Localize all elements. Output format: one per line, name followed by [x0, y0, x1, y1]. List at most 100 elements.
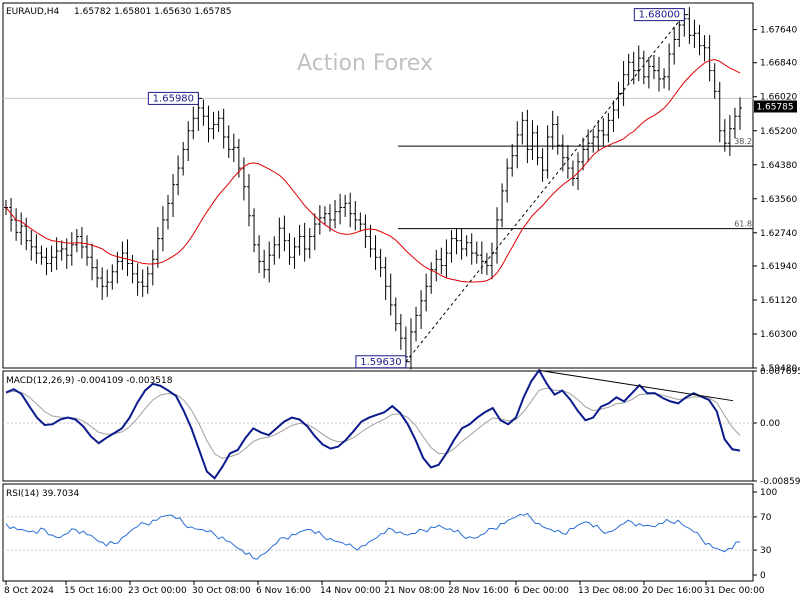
price-bar: [176, 155, 181, 196]
macd-divergence-line: [539, 369, 734, 402]
price-y-tick-label: 1.60300: [760, 330, 797, 340]
x-tick-label: 14 Nov 00:00: [320, 586, 381, 596]
price-bar: [545, 125, 550, 179]
price-bar: [636, 45, 641, 82]
price-bar: [135, 263, 140, 296]
price-bar: [732, 107, 737, 139]
price-bar: [246, 174, 251, 227]
rsi-title: RSI(14) 39.7034: [6, 489, 79, 499]
x-tick-label: 6 Nov 16:00: [256, 586, 311, 596]
price-bar: [165, 194, 170, 230]
price-bar: [505, 158, 510, 203]
rsi-line: [5, 512, 741, 560]
price-bar: [353, 201, 358, 231]
fib-trend-line: [405, 14, 685, 363]
watermark: Action Forex: [297, 51, 433, 76]
macd-y-tick-label: 0.00: [760, 419, 780, 429]
price-bar: [444, 239, 449, 279]
price-bar: [343, 194, 348, 218]
price-pane: [2, 2, 754, 369]
price-bar: [424, 273, 429, 312]
price-bar: [581, 137, 586, 171]
price-bar: [570, 160, 575, 186]
price-y-tick-label: 1.61120: [760, 296, 797, 306]
price-bar: [631, 51, 636, 85]
price-bar: [398, 314, 403, 350]
price-bar: [707, 35, 712, 82]
price-bar: [211, 111, 216, 140]
price-bar: [651, 54, 656, 80]
price-bar: [252, 208, 257, 253]
price-bar: [697, 24, 702, 56]
price-bar: [414, 306, 419, 342]
price-bar: [267, 241, 272, 283]
price-bar: [555, 116, 560, 155]
price-bar: [277, 217, 282, 259]
x-axis: 8 Oct 2024 15 Oct 16:00 23 Oct 00:00 30 Oct…: [4, 581, 765, 596]
price-bar: [130, 254, 135, 284]
price-bar: [535, 125, 540, 166]
price-annotation-label: 1.68000: [639, 10, 680, 21]
price-bar: [54, 237, 59, 270]
chart-header-symbol: EURAUD,H4: [6, 7, 59, 17]
price-bar: [591, 128, 596, 153]
rsi-y-tick-label: 0: [760, 571, 766, 581]
price-bar: [287, 233, 292, 265]
price-bar: [24, 217, 29, 251]
price-bar: [363, 214, 368, 249]
price-bar: [657, 56, 662, 92]
macd-y-tick-label: 0.007695: [760, 367, 800, 377]
price-bar: [69, 232, 74, 266]
current-price-label: 1.65785: [756, 102, 793, 112]
price-bar: [576, 152, 581, 191]
price-bar: [201, 99, 206, 126]
price-bar: [257, 235, 262, 274]
price-bar: [282, 215, 287, 252]
x-tick-label: 30 Oct 08:00: [192, 586, 251, 596]
price-bar: [150, 249, 155, 286]
price-y-tick-label: 1.67640: [760, 26, 797, 36]
price-bar: [616, 81, 621, 119]
price-bar: [74, 229, 79, 253]
price-bar: [171, 174, 176, 218]
price-bar: [646, 56, 651, 89]
price-bar: [479, 241, 484, 275]
price-bar: [434, 249, 439, 282]
price-bar: [322, 206, 327, 226]
moving-average-line: [5, 58, 741, 283]
price-y-tick-label: 1.63560: [760, 195, 797, 205]
price-bar: [393, 297, 398, 332]
fib-level-label: 61.8: [734, 220, 752, 229]
price-bar: [419, 290, 424, 330]
price-bar: [29, 230, 34, 261]
price-bar: [510, 144, 515, 177]
price-bar: [601, 118, 606, 146]
price-bar: [383, 257, 388, 300]
price-bar: [641, 50, 646, 85]
x-tick-label: 8 Oct 2024: [4, 586, 54, 596]
price-y-tick-label: 1.66020: [760, 93, 797, 103]
price-bar: [449, 230, 454, 263]
price-bar: [333, 200, 338, 229]
price-bar: [474, 241, 479, 264]
price-bar: [702, 35, 707, 62]
price-bar: [125, 239, 130, 277]
price-bar: [596, 120, 601, 151]
price-bar: [495, 207, 500, 264]
price-bar: [9, 197, 14, 232]
price-bar: [439, 247, 444, 275]
price-y-tick-label: 1.66840: [760, 59, 797, 69]
macd-signal-line: [5, 387, 741, 459]
price-bar: [160, 206, 165, 252]
price-bar: [722, 119, 727, 152]
x-tick-label: 28 Nov 16:00: [448, 586, 509, 596]
price-y-tick-label: 1.65200: [760, 127, 797, 137]
price-bar: [44, 247, 49, 276]
macd-pane: [2, 370, 754, 482]
price-bar: [565, 145, 570, 179]
price-bar: [34, 234, 39, 264]
price-bar: [95, 259, 100, 288]
price-bar: [727, 114, 732, 156]
price-bar: [140, 269, 145, 297]
price-bar: [672, 26, 677, 65]
